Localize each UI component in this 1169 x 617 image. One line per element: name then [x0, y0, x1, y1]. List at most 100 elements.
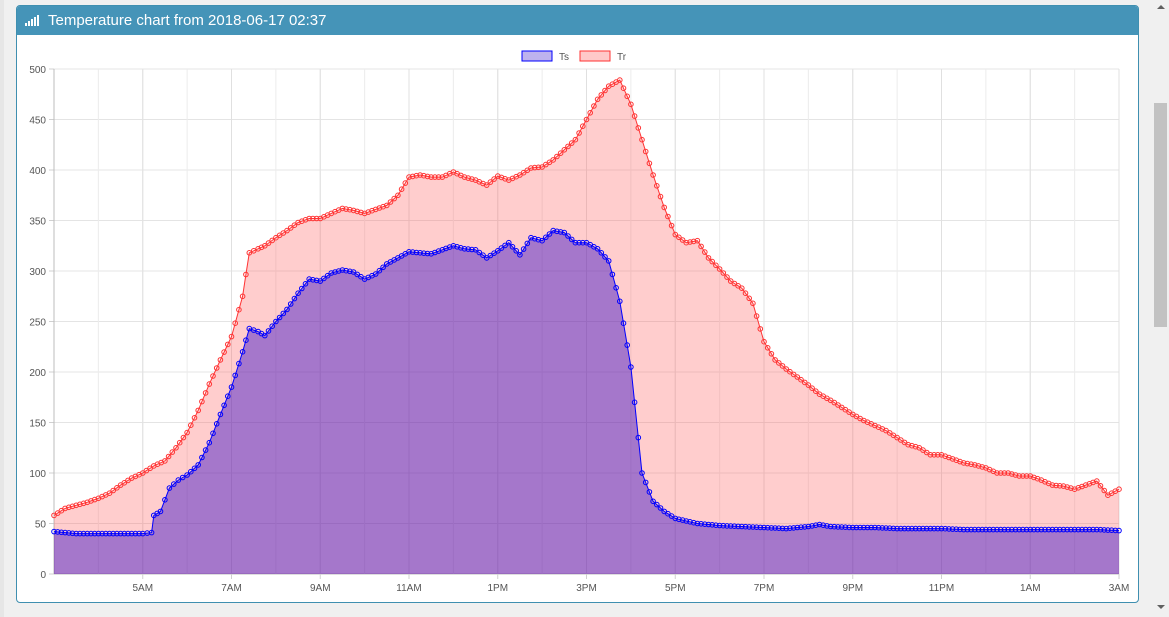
data-point-ts	[620, 320, 627, 327]
data-point-tr	[635, 125, 642, 131]
data-point-ts	[421, 250, 427, 256]
data-point-tr	[639, 136, 645, 143]
data-point-ts	[195, 462, 201, 468]
data-point-ts	[454, 244, 460, 250]
data-point-ts	[1031, 526, 1037, 533]
data-point-tr	[690, 238, 697, 245]
data-point-ts	[997, 526, 1004, 533]
data-point-tr	[661, 204, 668, 211]
data-point-tr	[779, 363, 786, 369]
data-point-ts	[931, 525, 937, 532]
data-point-ts	[95, 530, 102, 537]
data-point-tr	[413, 172, 420, 179]
data-point-ts	[424, 250, 431, 257]
series-line-tr	[53, 79, 1120, 516]
data-point-tr	[487, 179, 494, 185]
data-point-ts	[132, 530, 139, 537]
temperature-chart: 0 50 100 150 200 250 300 350 400 450 500 5AM 7AM 9AM 1…	[29, 50, 1129, 594]
data-point-tr	[306, 215, 313, 222]
data-point-tr	[313, 215, 320, 222]
data-point-ts	[184, 472, 190, 478]
data-point-ts	[986, 526, 993, 533]
data-point-ts	[148, 529, 155, 536]
data-point-ts	[676, 516, 682, 523]
data-point-ts	[380, 264, 386, 271]
data-point-ts	[328, 270, 335, 276]
data-point-ts	[469, 246, 475, 253]
data-point-tr	[1101, 487, 1107, 494]
data-point-ts	[735, 523, 741, 530]
data-point-ts	[1042, 526, 1048, 533]
data-point-ts	[121, 530, 128, 537]
data-point-tr	[905, 441, 912, 448]
data-point-tr	[676, 234, 682, 241]
scrollbar-thumb[interactable]	[1154, 103, 1167, 327]
data-point-tr	[354, 208, 361, 215]
data-point-ts	[546, 231, 553, 237]
data-point-ts	[565, 233, 571, 239]
data-point-tr	[69, 503, 76, 510]
data-point-ts	[103, 530, 109, 537]
data-point-ts	[861, 524, 867, 531]
x-tick-label: 11PM	[929, 583, 954, 594]
data-point-tr	[931, 452, 937, 458]
data-point-ts	[1057, 526, 1063, 533]
data-point-ts	[613, 285, 619, 291]
data-point-ts	[809, 523, 815, 529]
data-point-ts	[772, 525, 778, 531]
data-point-ts	[472, 247, 479, 253]
data-point-ts	[683, 518, 690, 524]
data-point-ts	[753, 524, 760, 531]
data-point-ts	[702, 521, 708, 528]
scroll-up-arrow-icon[interactable]	[1157, 5, 1165, 9]
data-point-tr	[979, 464, 986, 470]
data-point-ts	[864, 524, 871, 531]
data-point-ts	[783, 525, 790, 532]
data-point-tr	[594, 96, 601, 103]
data-point-ts	[417, 250, 423, 256]
data-point-ts	[1079, 526, 1085, 533]
data-point-ts	[990, 526, 997, 533]
data-point-tr	[776, 360, 782, 366]
data-point-ts	[310, 277, 316, 283]
data-point-tr	[909, 442, 915, 449]
scroll-down-arrow-icon[interactable]	[1157, 605, 1165, 609]
data-point-tr	[391, 195, 398, 202]
data-point-tr	[221, 349, 227, 355]
data-point-ts	[476, 249, 483, 256]
page-left-edge	[0, 0, 4, 617]
data-point-ts	[495, 248, 501, 254]
data-point-ts	[779, 525, 786, 532]
data-point-tr	[550, 157, 557, 163]
data-point-ts	[524, 240, 531, 247]
y-tick-label: 150	[29, 419, 46, 430]
data-point-ts	[716, 522, 723, 529]
data-point-ts	[1020, 526, 1026, 533]
data-point-ts	[450, 243, 457, 249]
x-tick-label: 7AM	[221, 583, 242, 594]
data-point-tr	[598, 92, 605, 98]
data-point-ts	[628, 364, 634, 370]
vertical-scrollbar[interactable]	[1152, 0, 1169, 617]
data-point-ts	[175, 477, 182, 483]
data-point-ts	[332, 269, 338, 275]
x-tick-label: 7PM	[754, 583, 775, 594]
data-point-tr	[927, 452, 934, 458]
data-point-tr	[202, 390, 209, 396]
data-point-ts	[617, 298, 623, 305]
data-point-ts	[80, 530, 87, 537]
data-point-tr	[236, 306, 242, 313]
data-point-ts	[853, 524, 860, 531]
data-point-tr	[77, 501, 83, 508]
data-point-tr	[435, 174, 442, 180]
data-point-tr	[654, 183, 660, 189]
data-point-tr	[206, 381, 213, 387]
data-point-tr	[657, 193, 664, 200]
data-point-ts	[535, 236, 542, 243]
data-point-ts	[343, 267, 349, 274]
y-tick-label: 250	[29, 318, 46, 329]
data-point-ts	[335, 268, 342, 274]
data-point-ts	[960, 526, 967, 533]
data-point-ts	[520, 246, 527, 252]
data-point-ts	[657, 505, 664, 511]
